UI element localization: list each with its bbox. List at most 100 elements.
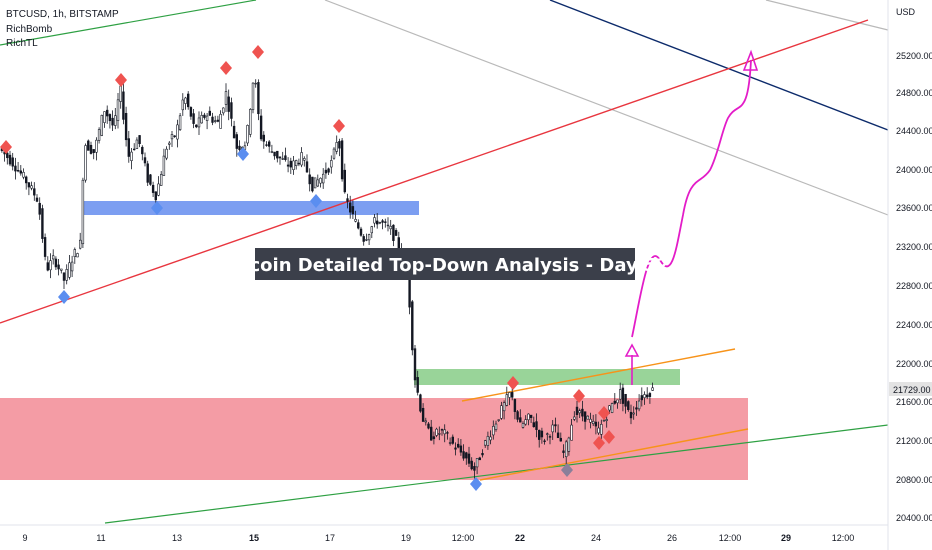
price-axis-unit: USD	[896, 7, 916, 17]
price-tick-label: 25200.00	[896, 51, 932, 61]
time-tick-label: 19	[401, 533, 411, 543]
price-tick-label: 23200.00	[896, 242, 932, 252]
candle-body	[440, 429, 444, 431]
candle-body	[267, 141, 271, 147]
candle-body	[286, 164, 290, 167]
indicator-legend-0[interactable]: RichBomb	[6, 24, 53, 35]
candle-body	[141, 146, 144, 155]
price-tick-label: 20400.00	[896, 513, 932, 523]
time-axis[interactable]: 9 11 13 15 17 19 12:00 22 24 26 12:00 29 12:00	[22, 533, 854, 543]
candle-body	[122, 91, 125, 120]
candle-body	[421, 407, 425, 422]
candle-body	[57, 264, 60, 270]
candle-body	[165, 148, 168, 159]
candle-body	[68, 262, 71, 278]
candle-body	[610, 403, 614, 413]
candle-body	[11, 157, 14, 167]
candle-body	[303, 158, 306, 161]
candle-body	[84, 145, 87, 181]
time-tick-label: 24	[591, 533, 601, 543]
candle-body	[394, 230, 398, 236]
candle-body	[543, 440, 546, 442]
candle-body	[648, 393, 652, 397]
candle-body	[624, 393, 627, 407]
candle-body	[138, 135, 141, 145]
sell-marker	[0, 140, 12, 154]
candle-body	[581, 408, 584, 417]
sell-marker	[603, 430, 615, 444]
symbol-legend[interactable]: BTCUSD, 1h, BITSTAMP	[6, 9, 119, 20]
candle-body	[608, 405, 611, 411]
candle-body	[116, 99, 120, 121]
candle-body	[419, 394, 422, 412]
price-axis[interactable]: 25200.00 24800.00 24400.00 24000.00 23600.00…	[896, 51, 932, 523]
candle-body	[124, 112, 128, 141]
candle-body	[114, 115, 117, 126]
candle-body	[24, 176, 28, 184]
candle-body	[378, 222, 382, 224]
candle-body	[351, 206, 355, 215]
candle-body	[429, 426, 433, 441]
candle-body	[181, 99, 184, 111]
candle-body	[575, 406, 579, 415]
candle-body	[454, 447, 457, 450]
candle-body	[613, 400, 617, 404]
candle-body	[46, 262, 50, 271]
buy-marker	[151, 201, 163, 215]
candle-body	[146, 163, 149, 183]
candle-body	[362, 236, 365, 242]
candle-body	[311, 176, 314, 192]
candle-body	[187, 93, 190, 108]
candle-body	[559, 437, 563, 442]
candle-body	[627, 401, 630, 410]
candle-body	[478, 457, 481, 461]
candle-body	[230, 102, 233, 119]
candle-body	[41, 208, 44, 239]
candle-body	[373, 217, 376, 224]
candle-body	[89, 144, 93, 154]
gray-trendline-upper	[765, 0, 889, 31]
sell-marker	[598, 406, 610, 420]
candle-body	[168, 142, 171, 145]
candle-body	[51, 255, 55, 260]
candle-body	[178, 115, 182, 130]
candle-body	[216, 119, 220, 122]
candle-body	[297, 162, 301, 165]
candle-body	[502, 402, 506, 412]
candle-body	[195, 124, 198, 128]
sell-marker	[333, 119, 345, 133]
candle-body	[489, 436, 492, 441]
candle-body	[470, 460, 473, 470]
candle-body	[76, 253, 79, 258]
candle-body	[381, 220, 384, 223]
candle-body	[330, 160, 333, 168]
candle-body	[505, 394, 508, 406]
candle-body	[33, 188, 36, 196]
candle-body	[79, 239, 82, 249]
candle-body	[532, 422, 536, 428]
candle-body	[370, 226, 373, 234]
candle-body	[43, 237, 47, 257]
resistance-band	[414, 369, 680, 385]
candle-body	[106, 109, 109, 117]
candle-body	[651, 387, 654, 391]
candle-body	[308, 174, 311, 185]
candle-body	[54, 258, 58, 268]
candle-body	[133, 148, 136, 151]
price-tick-label: 20800.00	[896, 475, 932, 485]
candle-body	[232, 125, 236, 139]
candle-body	[513, 399, 517, 412]
candle-body	[632, 412, 635, 415]
candle-body	[397, 237, 400, 249]
candle-body	[294, 160, 298, 166]
time-tick-label: 26	[667, 533, 677, 543]
candle-body	[224, 91, 228, 105]
candle-body	[384, 221, 387, 223]
sell-marker	[220, 61, 232, 75]
candle-body	[87, 140, 90, 151]
indicator-legend-1[interactable]: RichTL	[6, 38, 38, 49]
candle-body	[510, 392, 514, 398]
time-tick-label: 29	[781, 533, 791, 543]
candle-body	[340, 140, 344, 180]
